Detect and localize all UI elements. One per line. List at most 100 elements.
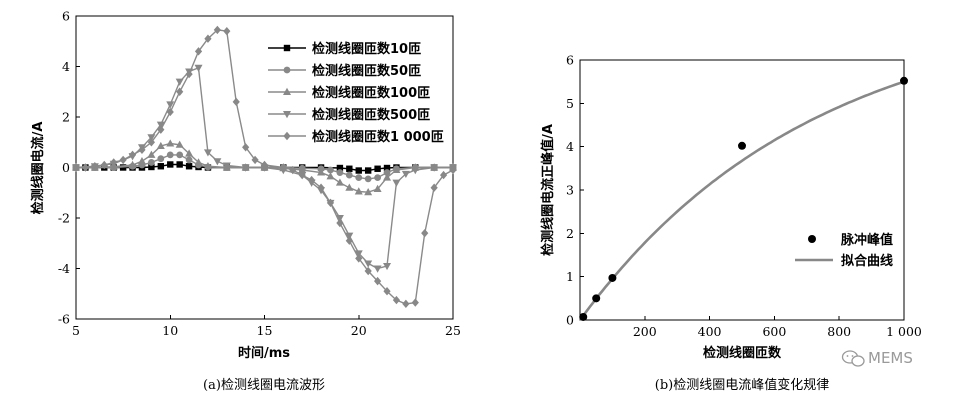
chart-a-data-point (421, 228, 429, 238)
chart-b-data-point (738, 141, 746, 150)
chart-a-data-point (383, 169, 391, 176)
chart-a-data-point (176, 87, 184, 96)
chart-a-data-point (430, 164, 439, 172)
chart-b-x-tick-label: 800 (827, 324, 851, 339)
chart-a-data-point (374, 165, 381, 172)
chart-a-data-point (194, 158, 203, 166)
chart-a-data-point (411, 298, 419, 307)
chart-a-data-point (364, 260, 373, 268)
chart-a-data-point (335, 215, 344, 223)
chart-b-y-tick-label: 5 (566, 96, 574, 111)
chart-a-data-point (166, 107, 174, 117)
chart-b-legend-label: 拟合曲线 (841, 253, 893, 269)
chart-a-data-point (279, 163, 287, 172)
caption-b: (b)检测线圈电流峰值变化规律 (655, 377, 829, 393)
chart-a-data-point (157, 125, 165, 134)
chart-a-data-point (355, 254, 363, 263)
chart-a-y-tick-label: 4 (62, 59, 70, 74)
chart-a-data-point (364, 188, 373, 196)
chart-a-data-point (222, 162, 231, 170)
chart-a-y-tick-label: 2 (62, 110, 70, 125)
chart-a-data-point (364, 167, 372, 174)
chart-a-data-point (411, 167, 420, 175)
chart-b-data-point (592, 294, 601, 303)
chart-b-data-point (900, 76, 908, 85)
chart-a-data-point (167, 161, 174, 168)
chart-a-data-point (128, 150, 137, 160)
chart-a-x-tick-label: 15 (257, 323, 273, 338)
chart-a-data-point (242, 143, 250, 152)
chart-a-data-point (232, 97, 240, 107)
chart-a-data-point (355, 174, 363, 182)
chart-a-data-point (298, 170, 306, 180)
chart-a-data-point (308, 175, 316, 185)
chart-a-data-point (194, 47, 203, 56)
chart-a-data-point (383, 287, 391, 296)
chart-a-legend-label: 检测线圈匝数10匝 (312, 41, 421, 57)
chart-b-peak-series (579, 76, 908, 321)
watermark: MEMS (841, 349, 913, 367)
chart-b-y-tick-label: 6 (566, 53, 574, 68)
chart-a-x-tick-label: 25 (445, 323, 461, 338)
chart-b-fit-series (578, 80, 905, 321)
chart-a-y-tick-label: -2 (58, 211, 70, 226)
chart-a-data-point (383, 173, 392, 181)
chart-a-x-tick-label: 10 (162, 323, 178, 338)
chart-b-x-tick-label: 200 (633, 324, 657, 339)
chart-b-fit-curve (578, 80, 905, 321)
chart-a-data-point (185, 163, 193, 170)
wechat-icon (841, 350, 865, 367)
chart-a-legend-marker (283, 87, 291, 95)
chart-a-data-point (317, 168, 326, 176)
chart-a-data-point (345, 236, 353, 245)
chart-a-data-point (204, 34, 212, 43)
watermark-text: MEMS (868, 349, 913, 367)
chart-a-series (72, 25, 457, 309)
chart-a-ticks: 5 10 15 20 25 -6 -4 -2 0 2 4 6 (58, 9, 461, 339)
chart-b-x-tick-label: 1 000 (886, 324, 922, 339)
chart-a-legend-marker (283, 111, 291, 119)
chart-a-current-waveform: 5 10 15 20 25 -6 -4 -2 0 2 4 6 检测线圈匝数10匝检测线圈匝数50匝检测… (30, 9, 461, 362)
chart-a-legend-marker (283, 131, 291, 141)
chart-a-data-point (326, 172, 335, 180)
chart-a-data-point (345, 171, 353, 179)
chart-b-series (578, 76, 908, 321)
chart-b-legend-marker (808, 235, 816, 243)
chart-a-data-point (402, 299, 410, 309)
chart-a-data-point (156, 141, 165, 150)
chart-b-x-axis-title: 检测线圈匝数 (703, 345, 782, 361)
chart-b-y-tick-label: 3 (566, 183, 574, 198)
chart-b-y-tick-label: 4 (566, 139, 574, 154)
chart-a-data-point (439, 170, 448, 180)
chart-a-data-point (148, 163, 155, 171)
chart-a-data-point (327, 166, 334, 174)
chart-a-data-point (147, 134, 156, 142)
chart-a-data-point (175, 140, 184, 148)
chart-a-data-point (345, 183, 354, 191)
chart-a-data-point (203, 162, 212, 170)
chart-a-data-point (251, 155, 259, 165)
chart-a-data-point (317, 183, 325, 192)
chart-a-y-tick-label: 6 (62, 9, 70, 24)
chart-a-data-point (91, 162, 99, 171)
chart-a-data-point (185, 69, 193, 79)
chart-a-data-point (355, 167, 362, 174)
chart-a-data-point (72, 163, 80, 172)
caption-a: (a)检测线圈电流波形 (203, 378, 325, 393)
chart-b-x-tick-label: 400 (698, 324, 722, 339)
chart-a-data-point (298, 165, 307, 174)
chart-a-data-point (354, 187, 363, 195)
chart-a-data-point (185, 156, 193, 164)
chart-a-legend-label: 检测线圈匝数100匝 (312, 85, 430, 101)
chart-a-data-point (374, 276, 382, 286)
chart-a-data-point (166, 139, 175, 147)
chart-a-data-point (175, 78, 184, 86)
chart-a-data-point (148, 159, 155, 166)
chart-a-data-point (373, 265, 382, 273)
chart-a-data-point (289, 165, 297, 175)
chart-a-data-point (373, 184, 382, 192)
chart-a-data-point (374, 174, 381, 182)
chart-a-y-tick-label: -6 (58, 312, 70, 327)
